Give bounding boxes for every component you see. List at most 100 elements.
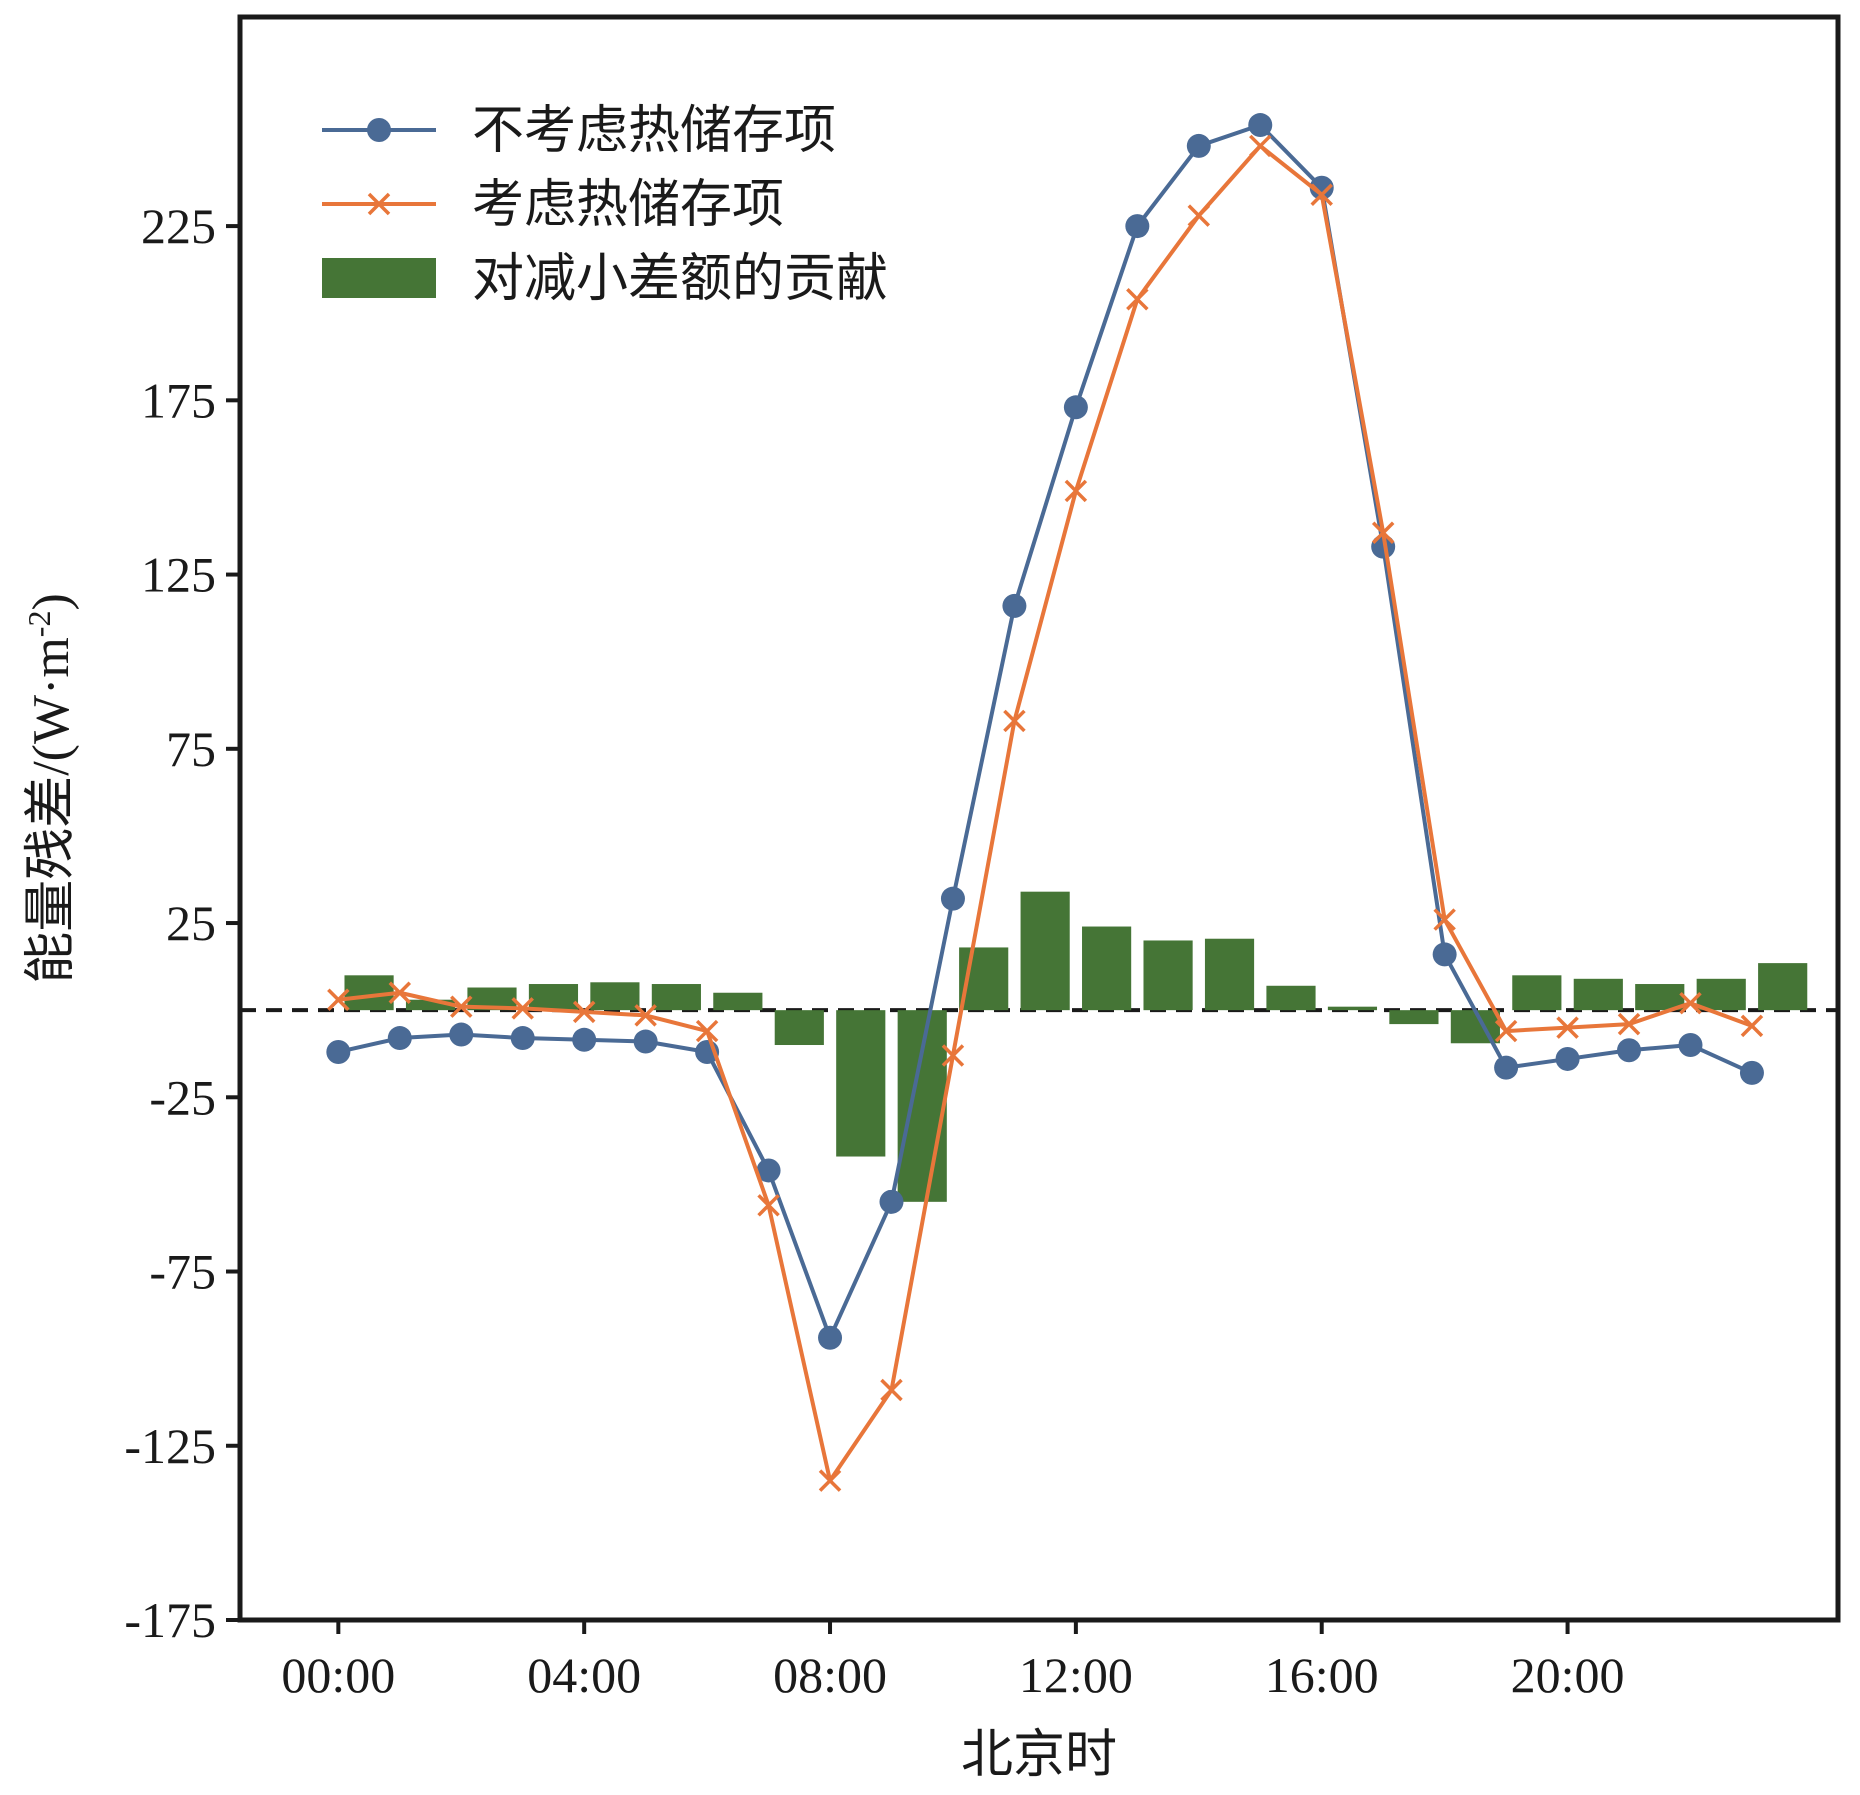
series-2-point-14: [1187, 204, 1211, 227]
x-marker-stroke: [1433, 908, 1456, 931]
bar-15: [1266, 985, 1316, 1011]
x-marker-stroke: [1679, 991, 1702, 1015]
series-1-point-19: [1494, 1055, 1519, 1080]
series-2-point-3: [511, 997, 534, 1020]
bar-6: [713, 992, 763, 1011]
series-2-point-19: [1494, 1019, 1518, 1043]
legend-circle-marker: [367, 118, 391, 142]
x-marker-stroke: [572, 1000, 596, 1024]
legend-x-marker: [367, 192, 391, 216]
x-marker-stroke: [1064, 479, 1088, 503]
series-2-point-22: [1679, 991, 1702, 1015]
legend-item-1: 不考虑热储存项: [322, 103, 836, 160]
bar-20: [1573, 978, 1623, 1011]
x-marker-stroke: [1003, 709, 1026, 733]
series-2-point-10: [941, 1044, 965, 1067]
series-2-point-16: [1310, 183, 1333, 206]
x-marker-stroke: [1187, 204, 1211, 227]
bar-8: [836, 1010, 886, 1157]
series-2-point-8: [818, 1469, 842, 1492]
bar-3: [528, 984, 579, 1011]
x-marker-stroke: [818, 1469, 842, 1492]
bar-2: [467, 987, 517, 1011]
bar-23: [1758, 963, 1808, 1011]
y-tick-label: -125: [124, 1418, 216, 1474]
y-tick-label: -25: [149, 1069, 216, 1125]
x-marker-stroke: [511, 997, 534, 1020]
x-marker-stroke: [880, 1378, 903, 1402]
bar-5: [651, 984, 701, 1011]
bar-22: [1696, 978, 1746, 1011]
x-marker-stroke: [1310, 183, 1333, 206]
series-2-point-11: [1003, 709, 1026, 733]
axis-ticks: -175 -125 -75 -25 25 75 125 175 225 00:00 04:00 08:…: [124, 198, 1624, 1703]
series-2-point-6: [695, 1019, 719, 1043]
bar-11: [1020, 891, 1070, 1011]
x-marker-stroke: [388, 981, 412, 1004]
series-1-point-16: [1309, 175, 1334, 200]
bar-1: [405, 999, 456, 1011]
series-2-point-4: [572, 1000, 596, 1024]
series-2-point-23: [1740, 1014, 1764, 1038]
x-marker-stroke: [695, 1019, 719, 1043]
series-1-point-21: [1617, 1038, 1642, 1063]
bar-19: [1512, 975, 1562, 1011]
y-tick-label: 225: [141, 198, 216, 254]
series-2-point-2: [450, 995, 473, 1018]
x-marker-stroke: [1371, 521, 1395, 544]
x-marker-stroke: [1126, 288, 1149, 311]
series-1-point-18: [1432, 942, 1457, 967]
series-1-point-12: [1063, 395, 1088, 420]
legend-swatch-bar: [322, 258, 436, 298]
series-2-point-17: [1371, 521, 1395, 544]
series-1-point-14: [1186, 133, 1211, 158]
series-2-point-20: [1556, 1016, 1579, 1039]
x-marker-stroke: [1617, 1012, 1641, 1036]
series-1-point-9: [879, 1189, 904, 1214]
bar-17: [1389, 1010, 1439, 1025]
series-1-point-0: [326, 1039, 351, 1064]
y-axis-title: 能量残差/(W·m-2): [21, 593, 80, 984]
y-tick-label: 25: [166, 895, 216, 951]
series-1-point-7: [756, 1158, 781, 1183]
bar-16: [1327, 1006, 1378, 1011]
series-1-point-5: [633, 1029, 658, 1054]
y-axis-title-superscript: -2: [21, 611, 57, 638]
series-1-point-23: [1739, 1060, 1764, 1085]
series-2-point-9: [880, 1378, 903, 1402]
legend-item-2: 考虑热储存项: [322, 177, 784, 234]
x-tick-label: 16:00: [1265, 1647, 1379, 1703]
x-marker-stroke: [941, 1044, 965, 1067]
series-1-point-4: [572, 1027, 597, 1052]
x-tick-label: 00:00: [281, 1647, 395, 1703]
line-series: [326, 113, 1764, 1492]
bar-9: [897, 1010, 947, 1202]
legend-label: 不考虑热储存项: [472, 103, 836, 160]
series-1-point-3: [510, 1026, 535, 1051]
bar-12: [1082, 926, 1132, 1011]
x-tick-label: 08:00: [773, 1647, 887, 1703]
series-2-point-0: [327, 988, 350, 1011]
legend-label: 对减小差额的贡献: [472, 251, 888, 308]
plot-frame: [237, 14, 1841, 1623]
series-1-point-15: [1248, 113, 1273, 138]
x-marker-stroke: [1249, 134, 1272, 158]
y-axis-title-main: 能量残差/(W·m: [23, 637, 80, 984]
series-2-point-18: [1433, 908, 1456, 931]
series-1-point-22: [1678, 1033, 1703, 1058]
x-marker-stroke: [634, 1004, 657, 1027]
series-1-point-20: [1555, 1046, 1580, 1071]
legend-item-3: 对减小差额的贡献: [322, 251, 888, 308]
x-tick-label: 12:00: [1019, 1647, 1133, 1703]
y-tick-label: 175: [141, 372, 216, 428]
bar-series: [344, 891, 1808, 1202]
series-1-point-10: [940, 886, 965, 911]
y-tick-label: -75: [149, 1244, 216, 1300]
series-1-point-11: [1002, 593, 1027, 618]
series-2-point-7: [757, 1194, 780, 1217]
series-2-point-15: [1249, 134, 1272, 158]
y-tick-label: 75: [166, 721, 216, 777]
series-1-point-2: [449, 1022, 474, 1047]
bar-4: [590, 982, 640, 1011]
